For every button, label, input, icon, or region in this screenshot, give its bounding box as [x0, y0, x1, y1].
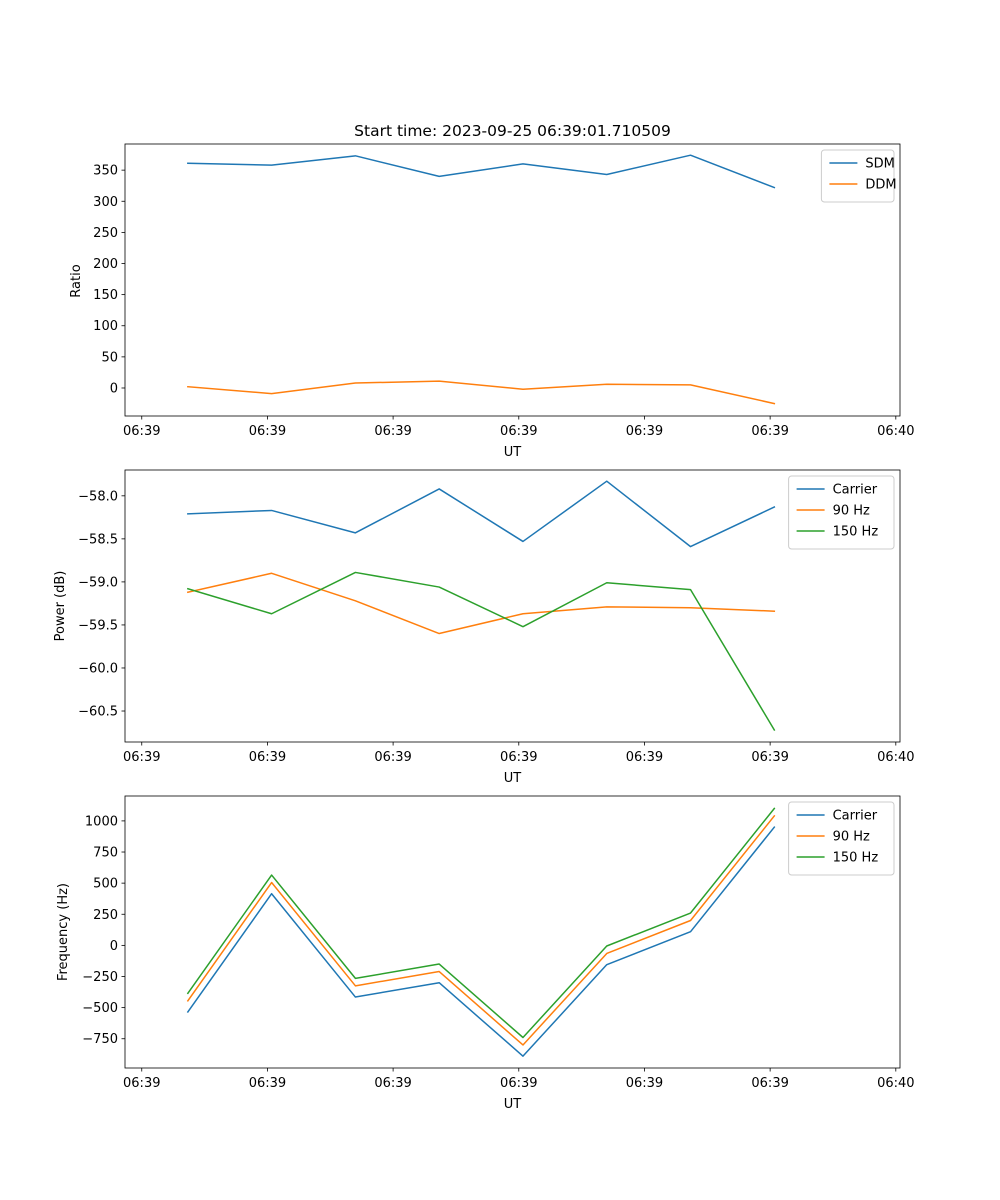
ratio-legend-label-sdm: SDM — [865, 157, 894, 172]
ratio-y-tick-label: 50 — [101, 350, 118, 365]
power-y-tick-label: −59.0 — [78, 575, 118, 590]
ratio-series-ddm-line — [187, 380, 776, 405]
ratio-x-tick-label: 06:39 — [626, 424, 663, 439]
frequency-legend-label-90-hz: 90 Hz — [833, 830, 870, 845]
power-x-tick-label: 06:39 — [751, 750, 788, 765]
frequency-y-tick-label: 250 — [93, 908, 118, 923]
power-x-tick-label: 06:39 — [500, 750, 537, 765]
power-axes-frame — [124, 469, 901, 743]
frequency-series-150-hz-line — [186, 807, 776, 1039]
chart-title: Start time: 2023-09-25 06:39:01.710509 — [354, 122, 671, 140]
power-legend-label-150-hz: 150 Hz — [833, 525, 879, 540]
frequency-y-axis-label: Frequency (Hz) — [56, 883, 71, 981]
frequency-y-tick-label: −250 — [82, 970, 118, 985]
power-y-tick-label: −58.0 — [78, 489, 118, 504]
ratio-x-axis-label: UT — [504, 445, 522, 460]
frequency-x-tick-label: 06:39 — [626, 1076, 663, 1091]
power-panel: UT Power (dB) −60.5 −60.0 −59.5 −59.0 −58.5 −… — [53, 469, 915, 786]
power-legend: Carrier 90 Hz 150 Hz — [788, 475, 895, 550]
ratio-x-tick-label: 06:39 — [249, 424, 286, 439]
frequency-y-tick-label: 1000 — [85, 814, 118, 829]
power-series-90-hz-line — [186, 572, 776, 635]
frequency-y-tick-label: 0 — [110, 939, 118, 954]
ratio-x-tick-label: 06:39 — [751, 424, 788, 439]
ratio-y-tick-label: 300 — [93, 195, 118, 210]
frequency-x-tick-label: 06:39 — [249, 1076, 286, 1091]
power-series-carrier-line — [187, 480, 776, 548]
frequency-x-tick-label: 06:39 — [500, 1076, 537, 1091]
frequency-panel: UT Frequency (Hz) −750 −500 −250 0 250 500 750… — [56, 795, 915, 1112]
ratio-panel: UT Ratio 0 50 100 150 200 250 300 350 06:39 06:39… — [69, 143, 915, 460]
frequency-y-tick-label: −750 — [82, 1032, 118, 1047]
power-x-tick-label: 06:39 — [374, 750, 411, 765]
frequency-legend-label-150-hz: 150 Hz — [833, 851, 879, 866]
frequency-legend: Carrier 90 Hz 150 Hz — [788, 801, 895, 876]
frequency-axes-frame — [124, 795, 901, 1069]
power-x-axis-label: UT — [504, 771, 522, 786]
power-x-tick-label: 06:40 — [877, 750, 914, 765]
ratio-y-tick-label: 250 — [93, 226, 118, 241]
power-y-tick-label: −60.5 — [78, 705, 118, 720]
frequency-legend-label-carrier: Carrier — [833, 809, 878, 824]
ratio-y-tick-label: 350 — [93, 164, 118, 179]
ratio-y-axis-label: Ratio — [69, 264, 84, 297]
frequency-x-axis-label: UT — [504, 1097, 522, 1112]
power-y-tick-label: −59.5 — [78, 618, 118, 633]
ratio-y-tick-label: 100 — [93, 319, 118, 334]
frequency-x-tick-label: 06:39 — [123, 1076, 160, 1091]
frequency-x-tick-label: 06:40 — [877, 1076, 914, 1091]
ratio-legend: SDM DDM — [820, 149, 897, 203]
power-y-axis-label: Power (dB) — [53, 571, 68, 642]
power-y-tick-label: −58.5 — [78, 532, 118, 547]
power-x-tick-label: 06:39 — [626, 750, 663, 765]
ratio-series-sdm-line — [187, 154, 776, 189]
ratio-x-tick-label: 06:39 — [123, 424, 160, 439]
ratio-y-tick-label: 150 — [93, 288, 118, 303]
ratio-x-tick-label: 06:39 — [500, 424, 537, 439]
ratio-legend-label-ddm: DDM — [865, 178, 896, 193]
power-series-150-hz-line — [186, 571, 776, 731]
power-x-tick-label: 06:39 — [123, 750, 160, 765]
ratio-x-tick-label: 06:40 — [877, 424, 914, 439]
ratio-y-tick-label: 0 — [110, 381, 118, 396]
power-legend-label-90-hz: 90 Hz — [833, 504, 870, 519]
frequency-y-tick-label: 750 — [93, 846, 118, 861]
frequency-x-tick-label: 06:39 — [374, 1076, 411, 1091]
frequency-y-tick-label: −500 — [82, 1001, 118, 1016]
power-x-tick-label: 06:39 — [249, 750, 286, 765]
ratio-x-tick-label: 06:39 — [374, 424, 411, 439]
ratio-axes-frame — [124, 143, 901, 417]
frequency-series-carrier-line — [186, 826, 776, 1057]
power-y-tick-label: −60.0 — [78, 661, 118, 676]
frequency-x-tick-label: 06:39 — [751, 1076, 788, 1091]
power-legend-label-carrier: Carrier — [833, 483, 878, 498]
ratio-y-tick-label: 200 — [93, 257, 118, 272]
frequency-y-tick-label: 500 — [93, 877, 118, 892]
frequency-series-90-hz-line — [186, 814, 776, 1046]
